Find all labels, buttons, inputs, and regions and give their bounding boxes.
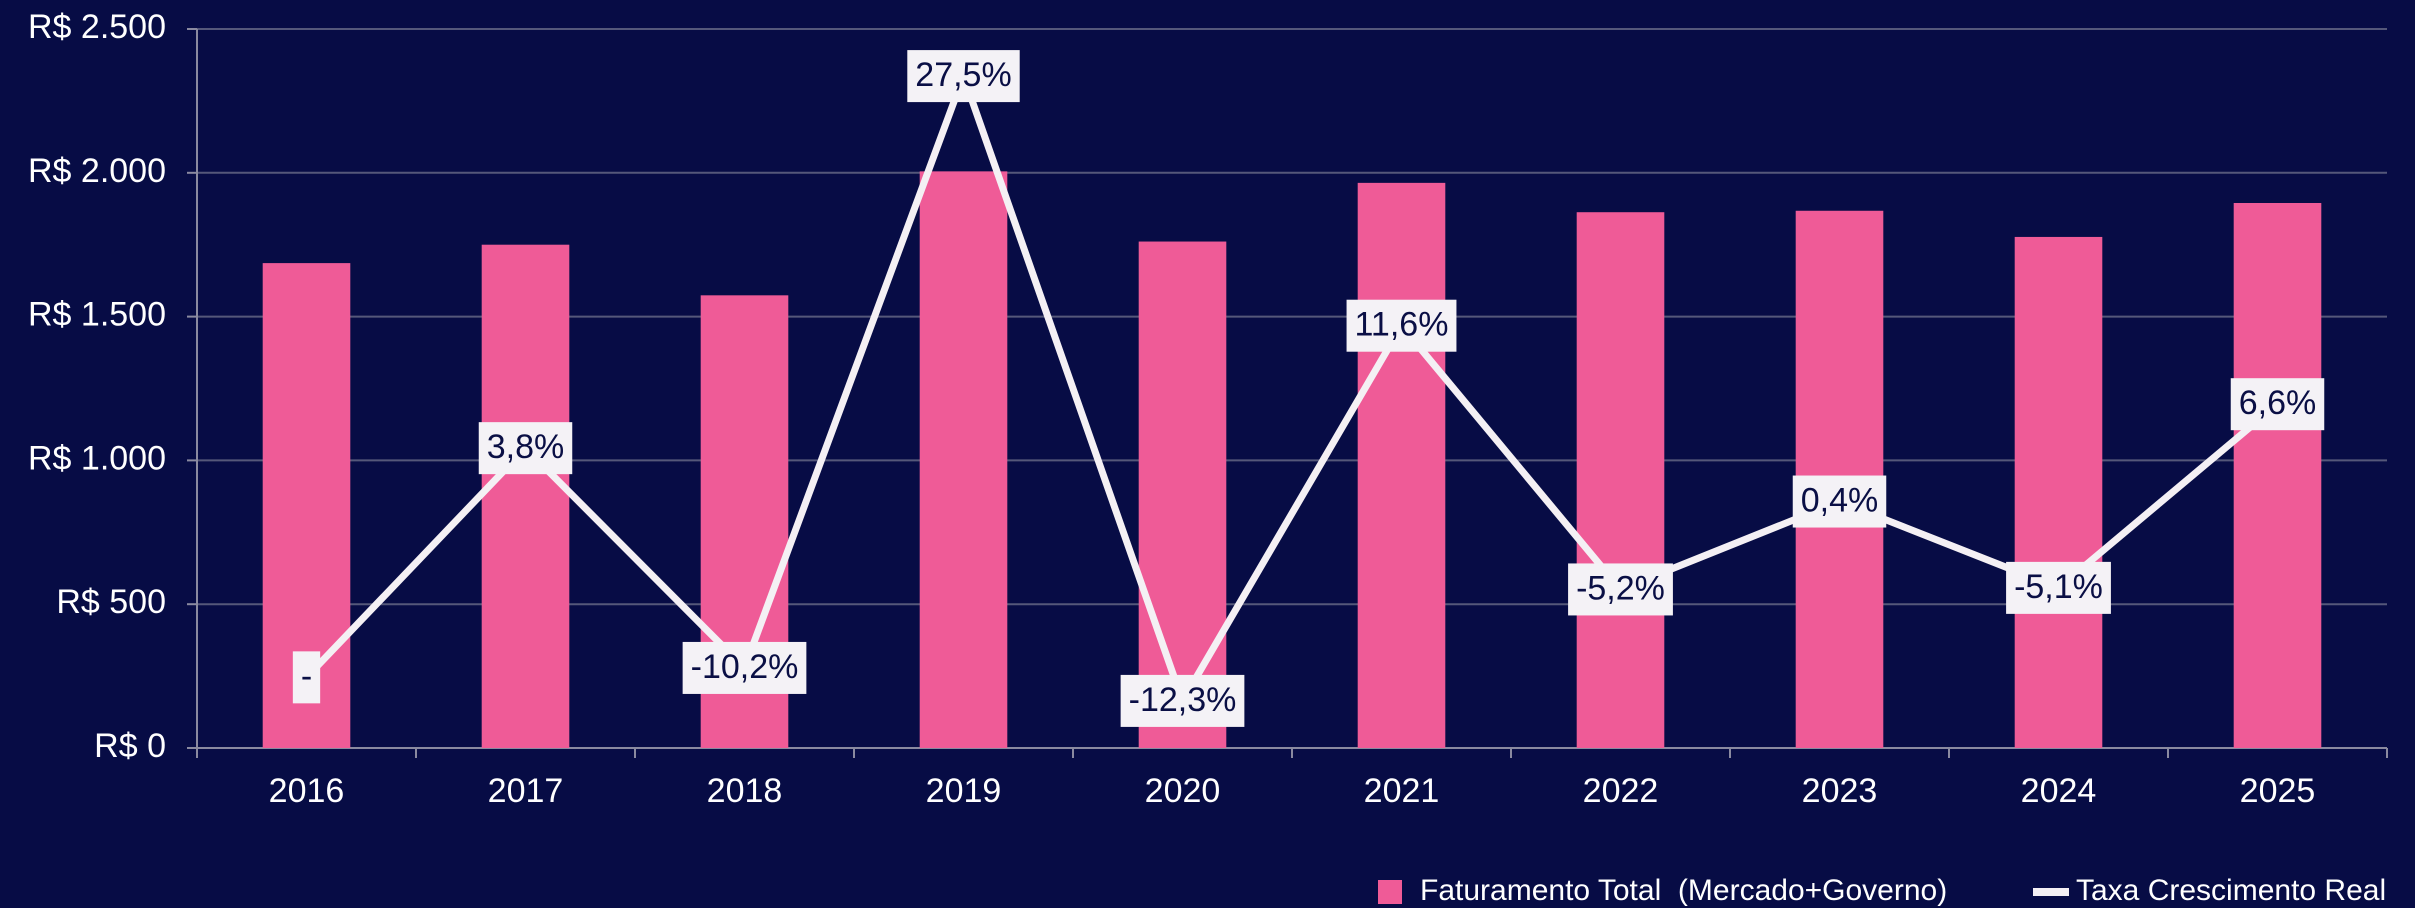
bar bbox=[1138, 241, 1227, 748]
data-label-text: -12,3% bbox=[1129, 681, 1237, 719]
data-label-box bbox=[907, 50, 1020, 103]
y-tick-label: R$ 0 bbox=[94, 727, 166, 765]
legend-label: Taxa Crescimento Real bbox=[2076, 874, 2386, 907]
x-tick-label: 2019 bbox=[926, 772, 1002, 810]
data-label-box bbox=[1346, 299, 1457, 352]
bar bbox=[919, 171, 1008, 748]
bar bbox=[1576, 212, 1665, 749]
data-label-box bbox=[1568, 563, 1673, 616]
data-label: 6,6% bbox=[2230, 378, 2325, 431]
y-tick-label: R$ 500 bbox=[56, 583, 166, 621]
data-label-text: -5,2% bbox=[1576, 569, 1665, 607]
data-label: -5,1% bbox=[2006, 561, 2111, 614]
data-label: 0,4% bbox=[1792, 475, 1887, 528]
data-label: 11,6% bbox=[1346, 299, 1457, 352]
legend-swatch bbox=[1378, 880, 1402, 904]
data-label-text: -10,2% bbox=[691, 648, 799, 686]
data-label-box bbox=[292, 651, 321, 704]
legend-swatch bbox=[2033, 888, 2069, 896]
data-label: -10,2% bbox=[682, 641, 807, 694]
data-label-text: 3,8% bbox=[487, 428, 565, 466]
data-label-text: 27,5% bbox=[915, 56, 1011, 94]
x-tick-label: 2020 bbox=[1145, 772, 1221, 810]
y-tick-label: R$ 2.000 bbox=[28, 152, 166, 190]
data-label-box bbox=[2006, 561, 2111, 614]
data-label-text: 0,4% bbox=[1801, 482, 1879, 520]
x-tick-label: 2016 bbox=[269, 772, 345, 810]
y-tick-label: R$ 1.000 bbox=[28, 439, 166, 477]
data-label-text: - bbox=[301, 657, 312, 695]
bar bbox=[2233, 202, 2322, 749]
data-label-box bbox=[1120, 674, 1245, 727]
y-tick-label: R$ 1.500 bbox=[28, 296, 166, 334]
data-label: -5,2% bbox=[1568, 563, 1673, 616]
bar bbox=[2014, 236, 2103, 748]
x-tick-label: 2025 bbox=[2240, 772, 2316, 810]
bar bbox=[1357, 182, 1446, 749]
data-label-box bbox=[1792, 475, 1887, 528]
data-label-text: 11,6% bbox=[1355, 306, 1449, 344]
legend-label: Faturamento Total (Mercado+Governo) bbox=[1420, 874, 1947, 907]
bar bbox=[481, 244, 570, 748]
y-tick-label: R$ 2.500 bbox=[28, 8, 166, 46]
x-tick-label: 2023 bbox=[1802, 772, 1878, 810]
data-label: - bbox=[292, 651, 321, 704]
line bbox=[303, 65, 2280, 710]
data-label-box bbox=[478, 422, 573, 475]
x-tick-label: 2021 bbox=[1364, 772, 1440, 810]
x-tick-label: 2018 bbox=[707, 772, 783, 810]
x-tick-label: 2024 bbox=[2021, 772, 2097, 810]
data-label: -12,3% bbox=[1120, 674, 1245, 727]
data-label: 3,8% bbox=[478, 422, 573, 475]
x-tick-label: 2017 bbox=[488, 772, 564, 810]
data-label-box bbox=[682, 641, 807, 694]
data-label-box bbox=[2230, 378, 2325, 431]
x-tick-label: 2022 bbox=[1583, 772, 1659, 810]
data-label-text: -5,1% bbox=[2014, 568, 2103, 606]
data-label: 27,5% bbox=[907, 50, 1020, 103]
data-label-text: 6,6% bbox=[2239, 384, 2317, 422]
